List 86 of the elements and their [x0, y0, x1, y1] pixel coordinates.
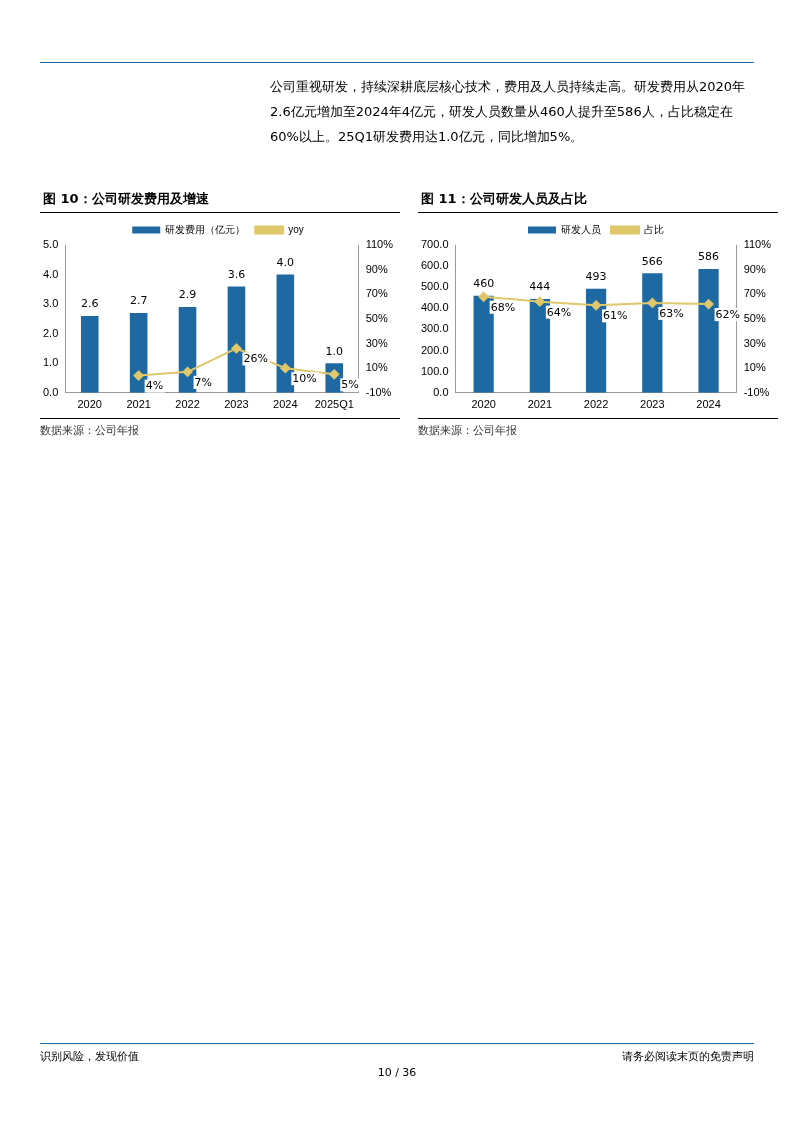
data-label: 2.6 — [80, 297, 99, 311]
bar — [129, 312, 148, 393]
y-tick-label: 4.0 — [42, 267, 59, 280]
y-tick-label: 100.0 — [421, 364, 449, 377]
bar — [80, 315, 99, 393]
legend-label: 研发费用（亿元） — [165, 223, 246, 235]
x-tick-label: 2023 — [224, 398, 249, 411]
x-tick-label: 2022 — [583, 398, 609, 411]
text: 识别风险，发现价值 — [40, 1049, 139, 1064]
data-label: 62% — [715, 307, 741, 321]
point — [647, 297, 658, 308]
data-label: 444 — [529, 280, 551, 294]
data-label: 61% — [603, 309, 628, 323]
legend-label: yoy — [288, 223, 304, 235]
data-label: 460 — [473, 277, 495, 291]
y2-tick-label: 30% — [743, 336, 766, 349]
data-label: 2.7 — [129, 294, 148, 308]
y-tick-label: 1.0 — [42, 356, 59, 369]
x-tick-label: 2025Q1 — [314, 398, 354, 411]
data-label: 566 — [641, 254, 663, 268]
point — [703, 299, 714, 310]
y-tick-label: 0.0 — [42, 385, 59, 398]
source-note: 数据来源：公司年报 — [418, 418, 778, 438]
point — [231, 343, 242, 354]
y2-tick-label: -10% — [743, 385, 770, 398]
text: 公司重视研发，持续深耕底层核心技术，费用及人员持续走高。研发费用从2020年2.6亿元增加至2024年4亿元，研发人员数量从460人提升至586人，占比稳定在60%以上。25Q1研发费用达1.0亿元，同比增加5%。 — [270, 78, 747, 146]
x-tick-label: 2020 — [471, 398, 496, 411]
data-label: 7% — [194, 375, 212, 389]
data-label: 3.6 — [227, 267, 246, 281]
data-label: 5% — [341, 378, 359, 392]
point — [182, 366, 193, 377]
data-label: 68% — [490, 300, 516, 314]
y2-tick-label: 70% — [365, 287, 388, 300]
y2-tick-label: 50% — [365, 311, 388, 324]
y-tick-label: 600.0 — [421, 259, 449, 272]
source-note: 数据来源：公司年报 — [40, 418, 400, 438]
y-tick-label: 5.0 — [42, 238, 59, 251]
y2-tick-label: 110% — [365, 238, 394, 251]
y2-tick-label: 70% — [743, 287, 766, 300]
text: 请务必阅读末页的免责声明 — [622, 1049, 754, 1064]
data-label: 4.0 — [276, 255, 295, 269]
y-tick-label: 0.0 — [433, 385, 449, 398]
legend-label: 占比 — [644, 223, 664, 235]
data-label: 10% — [292, 372, 317, 386]
data-label: 586 — [698, 250, 720, 264]
data-label: 64% — [546, 305, 572, 319]
y2-tick-label: 110% — [743, 238, 772, 251]
y-tick-label: 300.0 — [421, 322, 449, 335]
chart-title: 图 11：公司研发人员及占比 — [418, 188, 778, 213]
x-tick-label: 2023 — [640, 398, 665, 411]
y2-tick-label: -10% — [365, 385, 392, 398]
y2-tick-label: 10% — [365, 361, 388, 374]
y2-tick-label: 90% — [743, 262, 766, 275]
x-tick-label: 2024 — [273, 398, 298, 411]
y-tick-label: 3.0 — [42, 297, 59, 310]
point — [534, 296, 545, 307]
y-tick-label: 700.0 — [421, 238, 449, 251]
y2-tick-label: 10% — [743, 361, 766, 374]
y2-tick-label: 90% — [365, 262, 388, 275]
chart-title: 图 10：公司研发费用及增速 — [40, 188, 400, 213]
legend-label: 研发人员 — [561, 223, 601, 235]
data-label: 4% — [145, 379, 164, 393]
bar — [276, 274, 295, 393]
data-label: 493 — [585, 270, 607, 284]
y2-tick-label: 30% — [365, 336, 388, 349]
data-label: 63% — [659, 306, 684, 320]
y-tick-label: 400.0 — [421, 301, 449, 314]
data-label: 2.9 — [178, 288, 197, 302]
x-tick-label: 2022 — [175, 398, 200, 411]
point — [280, 363, 291, 374]
y-tick-label: 200.0 — [421, 343, 449, 356]
bar — [178, 307, 197, 393]
point — [591, 300, 602, 311]
y-tick-label: 2.0 — [42, 326, 59, 339]
y-tick-label: 500.0 — [421, 280, 449, 293]
x-tick-label: 2024 — [696, 398, 721, 411]
data-label: 1.0 — [325, 344, 343, 358]
text: 10 / 36 — [376, 1066, 418, 1079]
point — [133, 370, 144, 381]
x-tick-label: 2021 — [126, 398, 151, 411]
data-label: 26% — [243, 352, 268, 366]
point — [478, 291, 489, 302]
y2-tick-label: 50% — [743, 311, 766, 324]
x-tick-label: 2021 — [527, 398, 553, 411]
x-tick-label: 2020 — [77, 398, 102, 411]
bar — [227, 286, 246, 393]
